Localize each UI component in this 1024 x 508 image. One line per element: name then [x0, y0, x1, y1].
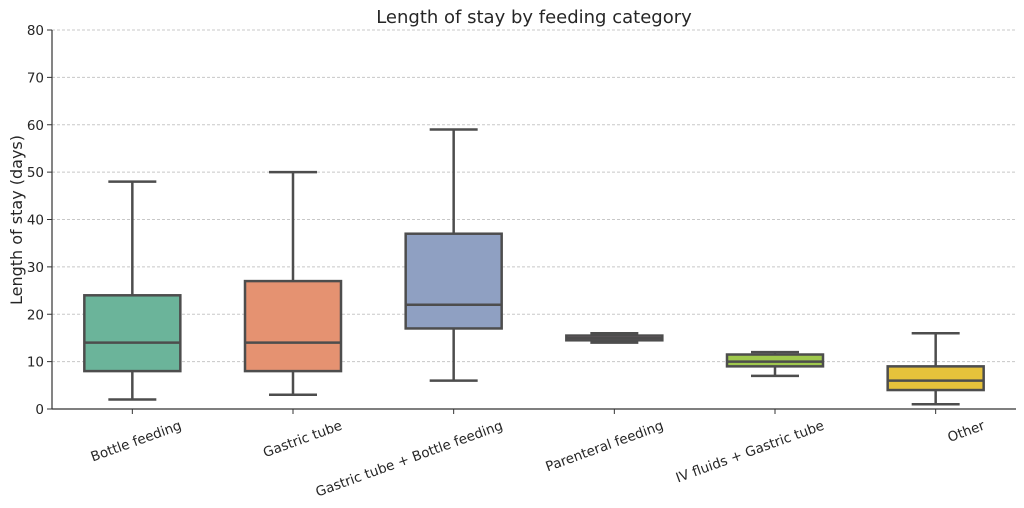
- y-tick-label-80: 80: [27, 23, 44, 39]
- box-6-iqr-box: [886, 365, 985, 392]
- box-2: [243, 170, 343, 397]
- x-tick-label-4: Parenteral feeding: [544, 418, 666, 476]
- box-3-iqr-box: [404, 232, 503, 330]
- box-3: [404, 128, 503, 382]
- box-6: [886, 331, 985, 406]
- box-4: [565, 331, 664, 344]
- gridlines: [52, 29, 1016, 363]
- x-tick-label-1: Bottle feeding: [89, 418, 184, 466]
- x-tick-label-2: Gastric tube: [261, 418, 344, 461]
- boxes: [83, 128, 985, 406]
- axes: [51, 30, 1016, 410]
- y-axis-ticks: 0 10 20 30 40 50 60 70 80: [27, 23, 52, 418]
- y-tick-label-30: 30: [27, 260, 44, 276]
- y-tick-label-50: 50: [27, 165, 44, 181]
- box-5: [725, 350, 825, 378]
- y-tick-label-0: 0: [35, 402, 44, 418]
- x-tick-label-6: Other: [946, 418, 988, 446]
- box-1: [83, 180, 182, 401]
- y-tick-label-20: 20: [27, 307, 44, 323]
- y-tick-label-40: 40: [27, 213, 44, 229]
- box-2-iqr-box: [243, 279, 343, 373]
- box-1-iqr-box: [83, 294, 182, 373]
- y-tick-label-70: 70: [27, 70, 44, 86]
- x-tick-label-5: IV fluids + Gastric tube: [674, 418, 827, 487]
- y-tick-label-60: 60: [27, 118, 44, 134]
- y-axis-label: Length of stay (days): [7, 135, 26, 305]
- chart-title: Length of stay by feeding category: [376, 7, 692, 28]
- y-tick-label-10: 10: [27, 355, 44, 371]
